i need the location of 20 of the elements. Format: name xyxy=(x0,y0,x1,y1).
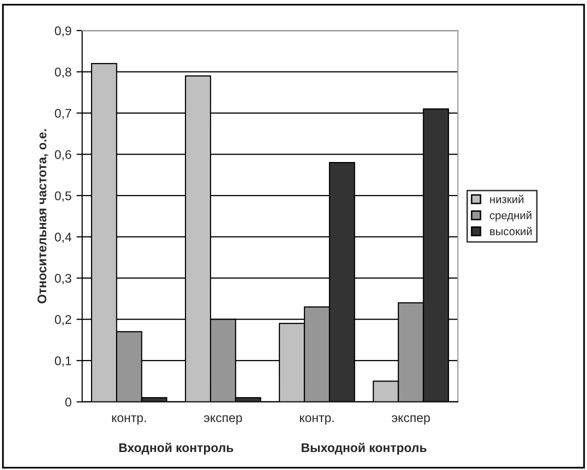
y-tick-label: 0,9 xyxy=(54,26,72,37)
legend-label: низкий xyxy=(490,194,524,204)
text: Выходной контроль xyxy=(302,442,426,455)
legend-label: высокий xyxy=(490,226,532,236)
y-tick-label: 0,4 xyxy=(54,232,72,243)
x-tick-label: экспер xyxy=(392,415,430,425)
y-axis-title: Относительная частота, о.е. xyxy=(38,129,48,304)
y-tick-label: 0,7 xyxy=(54,108,72,120)
x-tick-label: экспер xyxy=(204,415,242,425)
y-tick-label: 0,3 xyxy=(54,274,72,284)
y-tick-label: 0,5 xyxy=(54,191,72,202)
y-tick-label: 0,1 xyxy=(54,356,72,367)
x-tick-label: контр. xyxy=(112,415,146,425)
x-tick-label: контр. xyxy=(300,415,334,425)
y-tick-label: 0 xyxy=(65,398,72,406)
legend-label: средний xyxy=(490,210,532,222)
y-tick-label: 0,8 xyxy=(54,68,72,78)
text: Входной контроль xyxy=(119,442,234,455)
y-tick-label: 0,6 xyxy=(54,150,72,160)
y-tick-label: 0,2 xyxy=(54,315,72,326)
